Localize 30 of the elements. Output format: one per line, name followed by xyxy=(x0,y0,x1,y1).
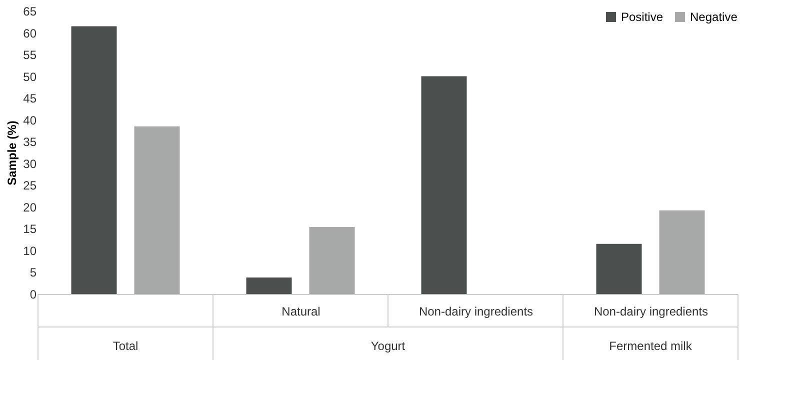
y-tick-label: 65 xyxy=(23,4,37,18)
x-tick-label: Non-dairy ingredients xyxy=(594,304,708,318)
bar xyxy=(134,126,180,294)
y-tick-label: 35 xyxy=(23,135,37,150)
text: Total xyxy=(112,339,138,353)
text: Yogurt xyxy=(370,339,406,353)
text: Fermented milk xyxy=(609,339,693,353)
x-tick-label: Non-dairy ingredients xyxy=(418,304,534,318)
y-tick-label: 55 xyxy=(23,48,37,62)
y-tick-label: 5 xyxy=(30,266,37,280)
bar xyxy=(71,26,117,294)
y-tick-label: 40 xyxy=(23,113,37,128)
y-axis-title: Sample (%) xyxy=(5,120,20,186)
bar xyxy=(421,76,467,294)
y-tick-label: 45 xyxy=(23,92,37,106)
bar xyxy=(596,244,642,294)
legend-label: Negative xyxy=(690,10,738,24)
y-tick-label: 25 xyxy=(23,178,37,193)
y-tick-label: 0 xyxy=(30,288,37,302)
y-tick-label: 20 xyxy=(23,200,37,214)
y-tick-label: 15 xyxy=(23,222,37,236)
y-tick-label: 10 xyxy=(23,244,37,258)
x-tick-label: Natural xyxy=(282,304,320,318)
bar xyxy=(309,226,355,294)
y-tick-label: 30 xyxy=(23,156,37,171)
y-tick-label: 60 xyxy=(23,26,37,40)
y-tick-label: 50 xyxy=(23,70,37,84)
bar xyxy=(246,277,292,294)
legend-label: Positive xyxy=(621,10,664,24)
bar xyxy=(659,210,705,294)
